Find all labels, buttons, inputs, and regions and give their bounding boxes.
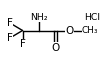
- Text: F: F: [7, 18, 13, 28]
- Text: O: O: [51, 43, 59, 53]
- Text: F: F: [7, 33, 13, 43]
- Text: NH₂: NH₂: [30, 13, 48, 22]
- Text: HCl: HCl: [84, 13, 100, 22]
- Text: CH₃: CH₃: [82, 26, 98, 35]
- Text: F: F: [20, 39, 25, 49]
- Text: O: O: [66, 25, 74, 36]
